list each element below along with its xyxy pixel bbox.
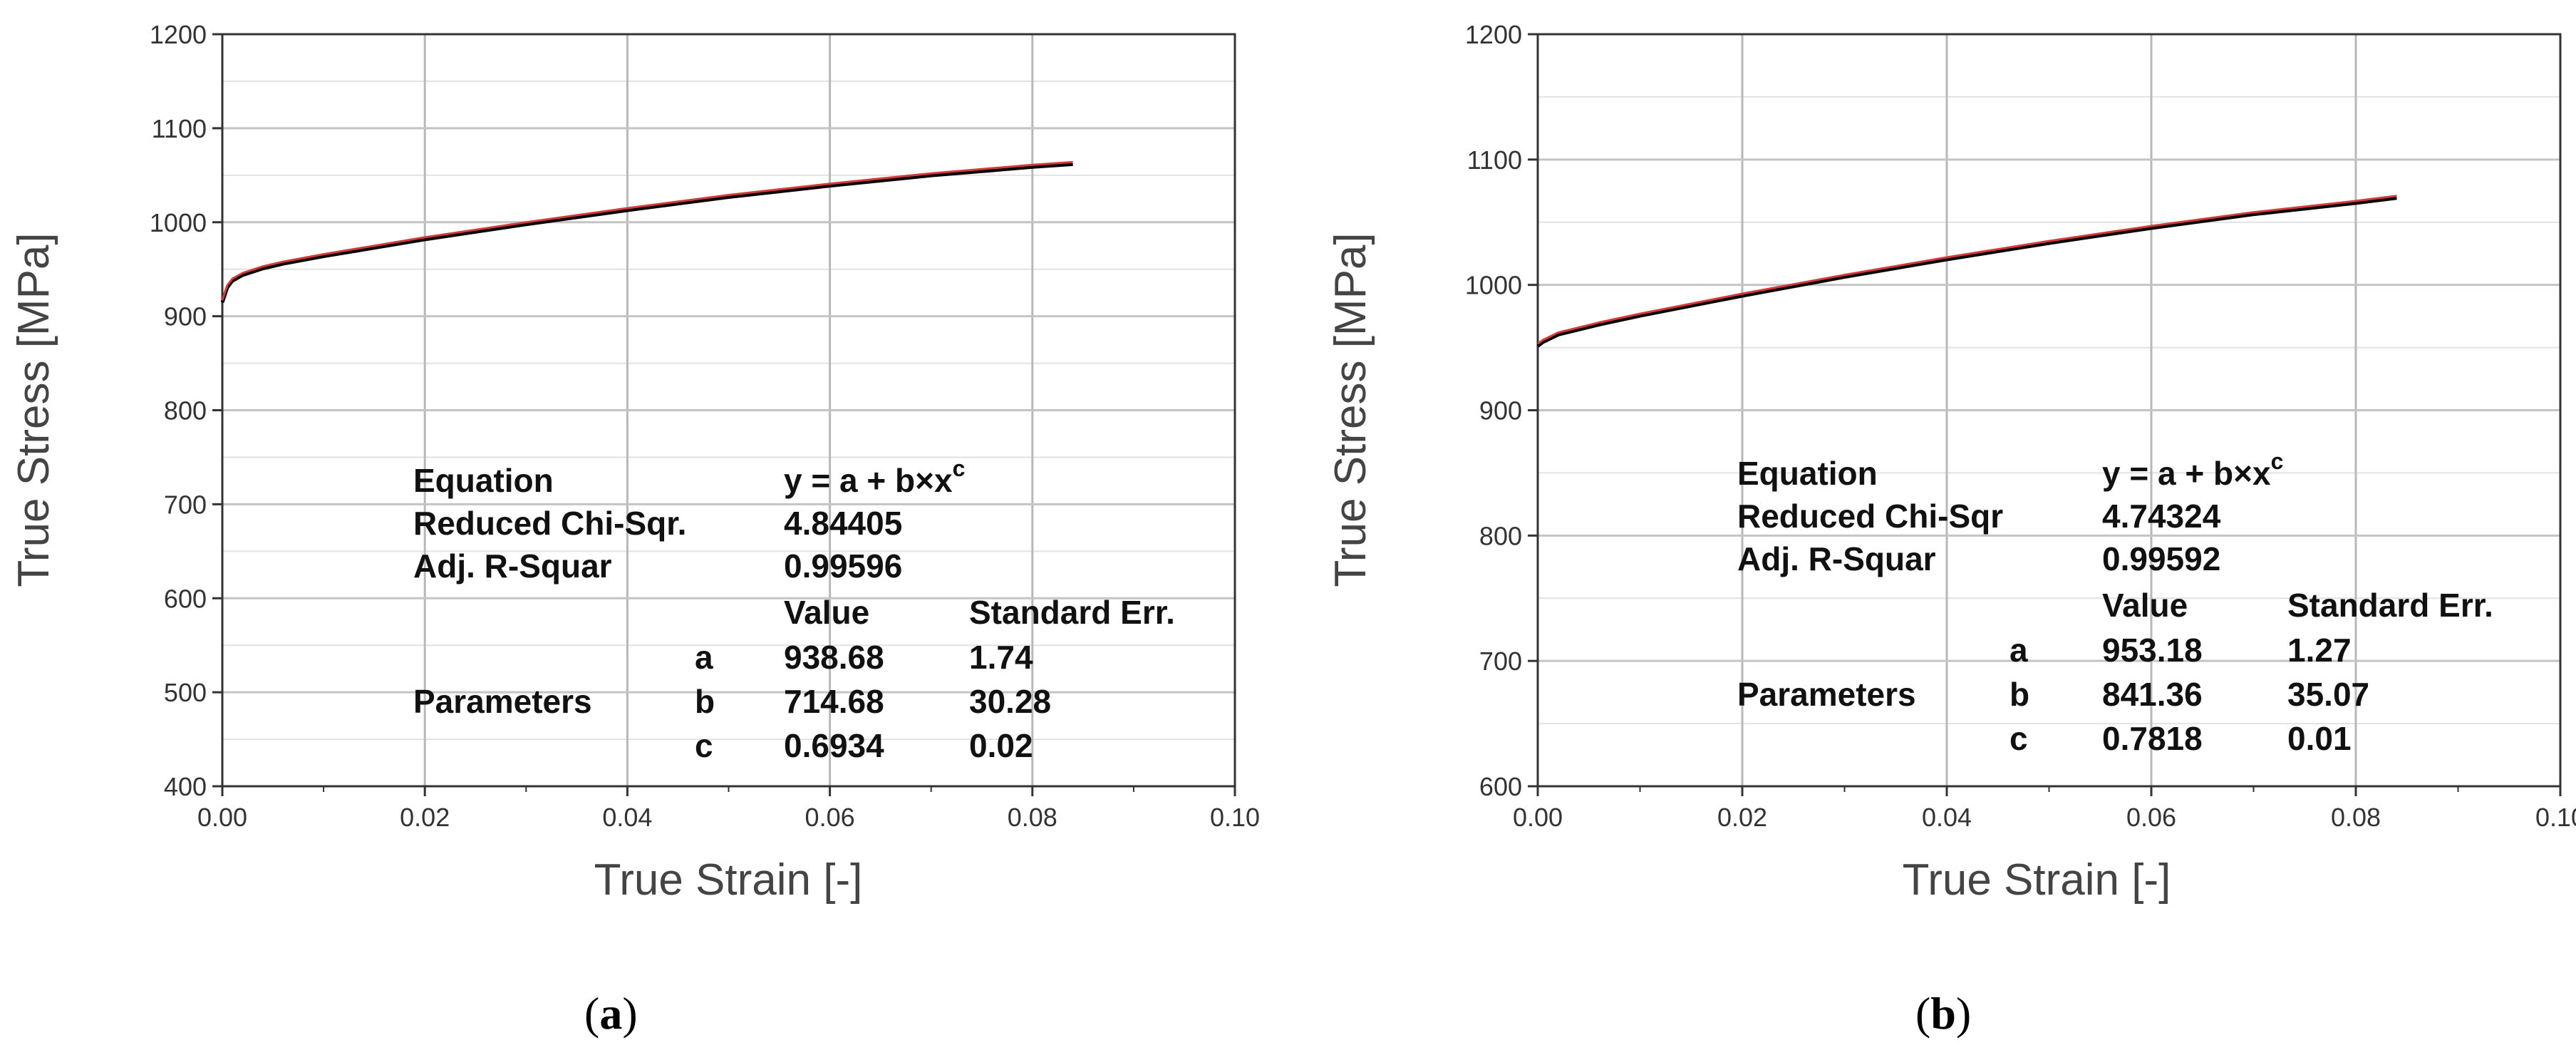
equation-exponent: c xyxy=(2271,448,2284,474)
y-tick-label: 700 xyxy=(1479,647,1522,676)
y-tick-label: 900 xyxy=(164,302,207,331)
y-tick-label: 1100 xyxy=(1467,145,1522,175)
param-name: a xyxy=(695,639,713,676)
y-tick-label: 900 xyxy=(1479,396,1522,426)
param-name: a xyxy=(2009,632,2028,669)
param-name: c xyxy=(695,727,713,764)
y-axis-label: True Stress [MPa] xyxy=(9,232,58,587)
chi-label: Reduced Chi-Sqr xyxy=(1737,498,2003,535)
y-tick-label: 600 xyxy=(1479,772,1522,801)
y-tick-label: 1200 xyxy=(1465,20,1522,49)
param-error: 1.27 xyxy=(2287,632,2352,669)
measured-curve xyxy=(1536,196,2397,348)
equation-text: y = a + b×xc xyxy=(2102,448,2283,492)
value-header: Value xyxy=(2102,587,2188,624)
chart-a: 0.00 0.02 0.04 0.06 0.08 0.10 400 500 600 700 800 9… xyxy=(9,20,1260,905)
x-tick-label: 0.06 xyxy=(2126,803,2176,832)
param-value: 0.6934 xyxy=(784,727,884,764)
measured-curve xyxy=(220,162,1073,303)
chart-b: 0.00 0.02 0.04 0.06 0.08 0.10 600 700 800 900 1000… xyxy=(1326,20,2576,905)
panel-label-b: (b) xyxy=(1915,988,1972,1039)
y-tick-label: 600 xyxy=(164,584,207,613)
param-error: 0.01 xyxy=(2287,720,2352,757)
chi-value: 4.74324 xyxy=(2102,498,2221,535)
r2-label: Adj. R-Squar xyxy=(1737,540,1936,577)
x-tick-label: 0.08 xyxy=(1008,803,1057,832)
r2-label: Adj. R-Squar xyxy=(413,547,612,585)
y-tick-label: 1000 xyxy=(150,208,207,237)
y-tick-label: 700 xyxy=(164,490,207,519)
x-tick-label: 0.00 xyxy=(1513,803,1563,832)
param-name: b xyxy=(695,683,715,720)
parameters-label: Parameters xyxy=(1737,676,1916,713)
y-tick-label: 500 xyxy=(164,678,207,707)
chart-panel-b: 0.00 0.02 0.04 0.06 0.08 0.10 600 700 800 900 1000… xyxy=(1288,0,2576,1055)
y-tick-label: 400 xyxy=(164,772,207,801)
equation-text: y = a + b×xc xyxy=(784,456,965,499)
fit-curve xyxy=(221,160,1073,301)
x-tick-label: 0.04 xyxy=(602,803,652,832)
fit-curve xyxy=(1537,195,2397,345)
r2-value: 0.99596 xyxy=(784,547,902,585)
chi-value: 4.84405 xyxy=(784,505,902,542)
param-error: 0.02 xyxy=(969,727,1033,764)
param-name: b xyxy=(2009,676,2029,713)
y-tick-label: 800 xyxy=(164,396,207,426)
chi-label: Reduced Chi-Sqr. xyxy=(413,505,686,542)
param-value: 0.7818 xyxy=(2102,720,2203,757)
x-tick-label: 0.06 xyxy=(805,803,855,832)
equation-label: Equation xyxy=(413,462,554,499)
param-value: 938.68 xyxy=(784,639,884,676)
param-name: c xyxy=(2009,720,2028,757)
equation-exponent: c xyxy=(953,456,966,481)
param-value: 841.36 xyxy=(2102,676,2203,713)
value-header: Value xyxy=(784,594,869,631)
x-tick-label: 0.10 xyxy=(1210,803,1260,832)
param-error: 35.07 xyxy=(2287,676,2369,713)
param-error: 1.74 xyxy=(969,639,1033,676)
x-tick-label: 0.02 xyxy=(1717,803,1767,832)
error-header: Standard Err. xyxy=(2287,587,2493,624)
y-axis-label: True Stress [MPa] xyxy=(1326,232,1375,587)
x-axis-label: True Strain [-] xyxy=(594,855,863,905)
x-tick-label: 0.00 xyxy=(197,803,247,832)
param-value: 714.68 xyxy=(784,683,884,720)
x-axis-label: True Strain [-] xyxy=(1903,855,2171,905)
param-value: 953.18 xyxy=(2102,632,2203,669)
x-tick-label: 0.04 xyxy=(1922,803,1972,832)
panel-label-a: (a) xyxy=(584,988,638,1039)
x-tick-label: 0.02 xyxy=(400,803,450,832)
error-header: Standard Err. xyxy=(969,594,1175,631)
x-tick-label: 0.08 xyxy=(2331,803,2381,832)
y-tick-label: 1100 xyxy=(152,114,207,143)
y-tick-label: 1000 xyxy=(1465,271,1522,300)
y-tick-label: 1200 xyxy=(150,20,207,49)
x-tick-label: 0.10 xyxy=(2535,803,2576,832)
equation-label: Equation xyxy=(1737,455,1878,492)
param-error: 30.28 xyxy=(969,683,1051,720)
r2-value: 0.99592 xyxy=(2102,540,2220,577)
parameters-label: Parameters xyxy=(413,683,592,720)
y-tick-label: 800 xyxy=(1479,521,1522,550)
chart-panel-a: 0.00 0.02 0.04 0.06 0.08 0.10 400 500 600 700 800 9… xyxy=(9,20,1260,1039)
